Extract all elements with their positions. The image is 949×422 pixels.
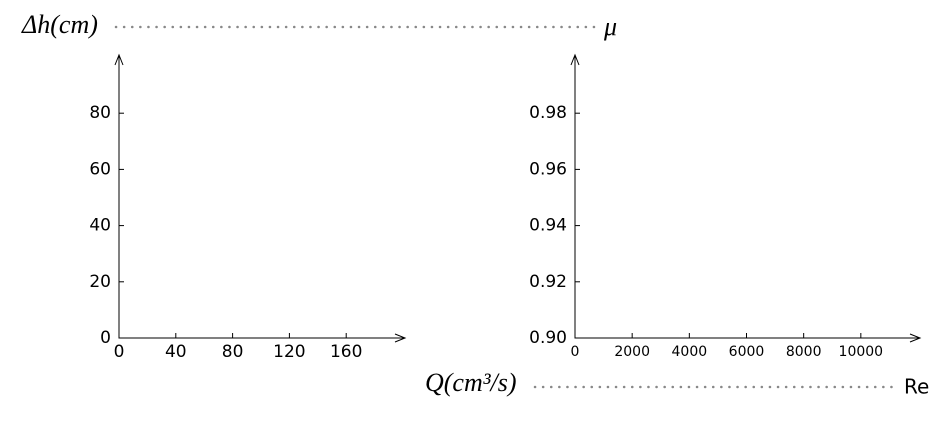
y-tick-label: 0.98 <box>529 103 567 123</box>
x-tick-label: 0 <box>571 344 580 360</box>
arrow <box>394 333 407 343</box>
y-tick-label: 60 <box>89 159 111 179</box>
x-tick-label: 160 <box>330 342 362 362</box>
x-tick-label: 80 <box>222 342 244 362</box>
x-tick-label: 8000 <box>786 344 822 360</box>
axes <box>118 55 405 339</box>
arrow <box>114 53 124 66</box>
x-axis-label: Q(cm³/s) <box>425 368 517 397</box>
y-tick-label: 0.92 <box>529 272 567 292</box>
axes <box>574 55 920 339</box>
x-axis-label: Re <box>904 375 929 399</box>
x-tick-label: 4000 <box>672 344 708 360</box>
arrow <box>909 333 922 343</box>
y-tick-label: 0.90 <box>529 328 567 348</box>
y-tick-label: 20 <box>89 272 111 292</box>
y-tick-label: 0 <box>100 328 111 348</box>
x-tick-label: 2000 <box>614 344 650 360</box>
x-tick-label: 40 <box>165 342 187 362</box>
y-tick-label: 0.94 <box>529 216 567 236</box>
arrow <box>570 53 580 66</box>
y-tick-label: 80 <box>89 103 111 123</box>
x-tick-label: 120 <box>273 342 305 362</box>
y-axis-label: Δh(cm) <box>21 10 98 39</box>
y-tick-label: 40 <box>89 216 111 236</box>
x-tick-label: 6000 <box>729 344 765 360</box>
y-tick-label: 0.96 <box>529 159 567 179</box>
y-axis-label: μ <box>603 12 617 41</box>
x-tick-label: 0 <box>114 342 125 362</box>
x-tick-label: 10000 <box>839 344 884 360</box>
